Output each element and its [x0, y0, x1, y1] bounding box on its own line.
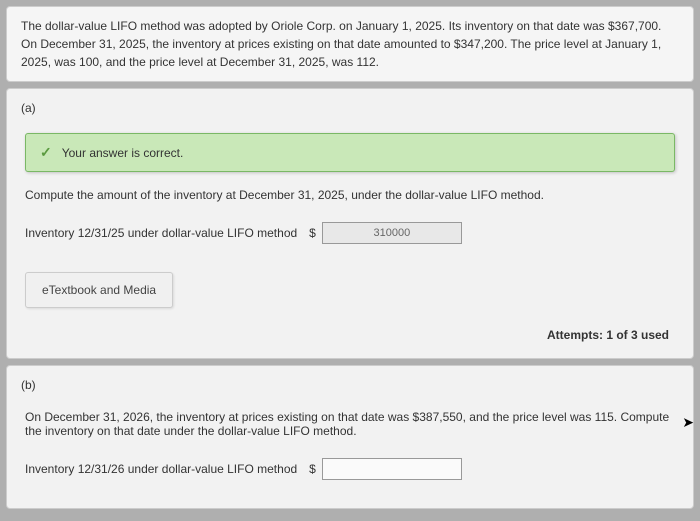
attempts-counter: Attempts: 1 of 3 used [25, 328, 669, 342]
part-b-answer-row: Inventory 12/31/26 under dollar-value LI… [25, 458, 675, 480]
etextbook-button[interactable]: eTextbook and Media [25, 272, 173, 308]
currency-symbol-a: $ [309, 226, 316, 240]
etextbook-label: eTextbook and Media [42, 283, 156, 297]
part-a-label: (a) [21, 97, 679, 119]
part-a-answer-label: Inventory 12/31/25 under dollar-value LI… [25, 226, 297, 240]
part-a-instruction: Compute the amount of the inventory at D… [25, 188, 675, 202]
part-b-card: (b) On December 31, 2026, the inventory … [6, 365, 694, 509]
part-b-label: (b) [21, 374, 679, 396]
part-b-answer-label: Inventory 12/31/26 under dollar-value LI… [25, 462, 297, 476]
cursor-icon: ➤ [682, 414, 694, 431]
currency-symbol-b: $ [309, 462, 316, 476]
success-message: Your answer is correct. [62, 146, 184, 160]
part-b-answer-input[interactable] [322, 458, 462, 480]
problem-statement: The dollar-value LIFO method was adopted… [6, 6, 694, 82]
success-banner: ✓ Your answer is correct. [25, 133, 675, 172]
part-a-answer-row: Inventory 12/31/25 under dollar-value LI… [25, 222, 675, 244]
problem-text: The dollar-value LIFO method was adopted… [21, 19, 661, 69]
part-b-instruction: On December 31, 2026, the inventory at p… [25, 410, 675, 438]
part-a-answer-input[interactable] [322, 222, 462, 244]
part-a-card: (a) ✓ Your answer is correct. Compute th… [6, 88, 694, 359]
check-icon: ✓ [40, 144, 52, 161]
